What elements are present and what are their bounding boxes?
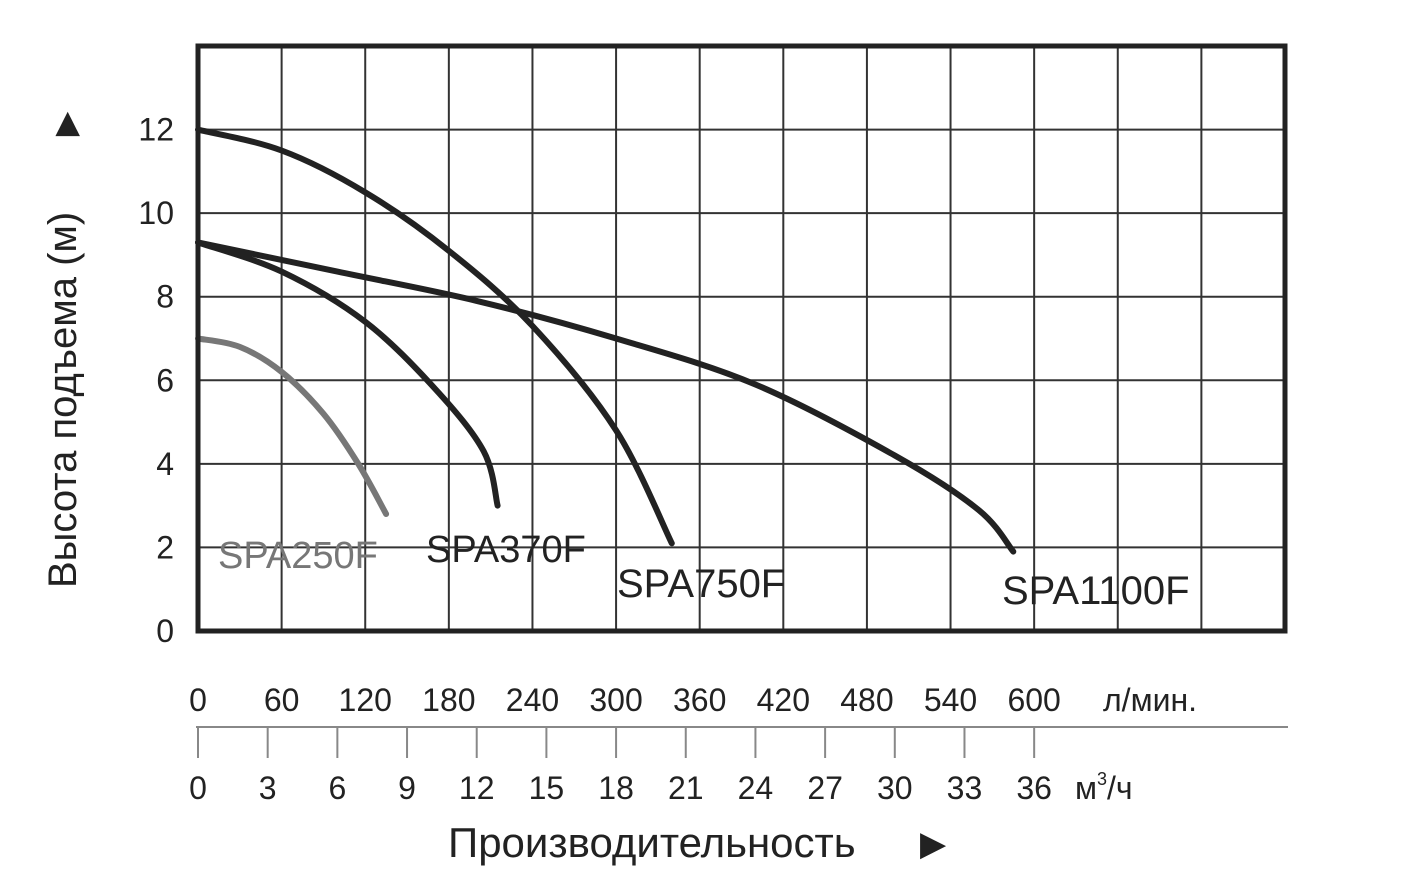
y-axis-label: Высота подъема (м): [41, 212, 85, 588]
x-tick-label-m3h: 36: [1016, 770, 1052, 806]
x-tick-label-lpm: 120: [339, 682, 392, 718]
x-tick-label-m3h: 15: [529, 770, 565, 806]
y-tick-label: 12: [138, 112, 174, 148]
x-tick-label-lpm: 0: [189, 682, 207, 718]
x-tick-label-m3h: 3: [259, 770, 277, 806]
curve-labels: SPA250F SPA370F SPA750F SPA1100F: [218, 529, 1190, 613]
x-tick-label-m3h: 12: [459, 770, 495, 806]
curve-label-spa250f: SPA250F: [218, 535, 378, 577]
x-tick-label-lpm: 480: [840, 682, 893, 718]
x-tick-label-m3h: 6: [328, 770, 346, 806]
x-tick-label-lpm: 180: [422, 682, 475, 718]
curve-label-spa1100f: SPA1100F: [1002, 569, 1190, 613]
curve-label-spa750f: SPA750F: [617, 562, 785, 606]
x-tick-label-m3h: 24: [738, 770, 774, 806]
plot-frame: [195, 43, 1288, 634]
performance-curves: [195, 126, 1017, 555]
grid-lines: [198, 46, 1285, 631]
x-tick-label-m3h: 0: [189, 770, 207, 806]
x-axis-m3h-unit: м3/ч: [1075, 769, 1133, 806]
x-tick-label-lpm: 60: [264, 682, 300, 718]
y-tick-label: 4: [156, 446, 174, 482]
x-tick-label-lpm: 600: [1007, 682, 1060, 718]
y-tick-label: 6: [156, 362, 174, 398]
y-tick-label: 8: [156, 279, 174, 315]
y-axis-arrow: ▶: [46, 111, 84, 136]
curve-spa370f: [195, 239, 501, 509]
x-tick-label-m3h: 9: [398, 770, 416, 806]
x-axis-lpm: 0 60 120 180 240 300 360 420 480 540 600: [189, 682, 1288, 728]
x-axis-m3h: 0 3 6 9 12 15 18 21 24 27 30 33 36: [189, 727, 1052, 806]
x-tick-label-m3h: 21: [668, 770, 704, 806]
x-tick-label-lpm: 420: [757, 682, 810, 718]
x-tick-label-lpm: 300: [589, 682, 642, 718]
curve-spa1100f: [195, 239, 1017, 555]
x-tick-label-m3h: 30: [877, 770, 913, 806]
x-tick-label-m3h: 18: [598, 770, 634, 806]
y-tick-label: 2: [156, 529, 174, 565]
y-tick-label: 10: [138, 195, 174, 231]
x-axis-lpm-unit: л/мин.: [1103, 682, 1197, 718]
x-axis-label: Производительность: [448, 819, 856, 866]
x-tick-label-lpm: 360: [673, 682, 726, 718]
x-tick-label-m3h: 33: [947, 770, 983, 806]
curve-spa750f: [195, 126, 675, 547]
x-axis-arrow: ▶: [920, 824, 947, 864]
y-tick-labels: 0 2 4 6 8 10 12: [138, 112, 174, 649]
x-tick-label-lpm: 240: [506, 682, 559, 718]
x-tick-label-lpm: 540: [924, 682, 977, 718]
curve-spa250f: [195, 335, 390, 517]
curve-label-spa370f: SPA370F: [426, 529, 586, 571]
y-tick-label: 0: [156, 613, 174, 649]
x-tick-label-m3h: 27: [807, 770, 843, 806]
